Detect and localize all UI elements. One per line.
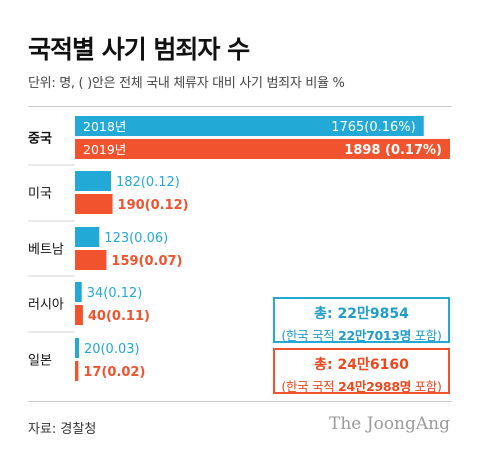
series-legend-label-0: 2018년 [83, 119, 126, 134]
total-detail-suffix-2018: 포함) [410, 328, 442, 343]
data-label-0-2: 123(0.06) [104, 231, 168, 246]
data-label-1-1: 190(0.12) [118, 198, 189, 213]
category-label-4: 일본 [28, 354, 52, 369]
total-value-2019: 24만6160 [337, 357, 409, 373]
bar-chart: 중국 2018년 1765(0.16%) 2019년 1898 (0.17%) 미국 182… [28, 116, 450, 381]
total-detail-prefix-2019: (한국 국적 [281, 379, 339, 394]
category-label-2: 베트남 [28, 243, 64, 258]
bar-0-3 [75, 282, 82, 302]
bottom-divider [28, 401, 452, 402]
data-label-0-3: 34(0.12) [87, 286, 143, 301]
bar-0-1 [75, 171, 111, 191]
bar-1-3 [75, 305, 83, 325]
data-label-1-2: 159(0.07) [111, 254, 182, 269]
data-label-1-3: 40(0.11) [88, 309, 150, 324]
chart-title: 국적별 사기 범죄자 수 [28, 35, 250, 64]
bar-1-4 [75, 361, 79, 381]
bar-0-2 [75, 227, 100, 247]
data-label-0-4: 20(0.03) [84, 342, 140, 357]
category-label-3: 러시아 [28, 298, 64, 313]
category-label-1: 미국 [28, 187, 52, 202]
total-box-2018: 총: 22만9854 (한국 국적 22만7013명 포함) [273, 297, 450, 343]
series-legend-label-1: 2019년 [83, 142, 126, 157]
bar-1-1 [75, 194, 113, 214]
bar-1-2 [75, 250, 107, 270]
total-value-2018: 22만9854 [337, 306, 409, 322]
data-label-1-4: 17(0.02) [83, 365, 145, 380]
data-label-0-0: 1765(0.16%) [331, 120, 416, 135]
total-detail-prefix-2018: (한국 국적 [281, 328, 339, 343]
chart-subtitle: 단위: 명, ( )안은 전체 국내 체류자 대비 사기 범죄자 비율 % [28, 76, 345, 91]
top-divider [28, 106, 452, 107]
data-label-0-1: 182(0.12) [116, 175, 180, 190]
total-detail-value-2019: 24만2988명 [338, 379, 411, 394]
total-label-2018: 총: [314, 306, 333, 322]
total-detail-suffix-2019: 포함) [410, 379, 442, 394]
brand-logo: The JoongAng [329, 414, 450, 434]
bar-0-0 [75, 116, 424, 136]
bar-1-0 [75, 139, 450, 159]
category-label-0: 중국 [28, 132, 52, 147]
data-label-1-0: 1898 (0.17%) [344, 143, 442, 158]
total-detail-value-2018: 22만7013명 [338, 328, 411, 343]
total-label-2019: 총: [314, 357, 333, 373]
source-label: 자료: 경찰청 [28, 422, 97, 437]
bar-0-4 [75, 338, 79, 358]
total-box-2019: 총: 24만6160 (한국 국적 24만2988명 포함) [273, 348, 450, 394]
